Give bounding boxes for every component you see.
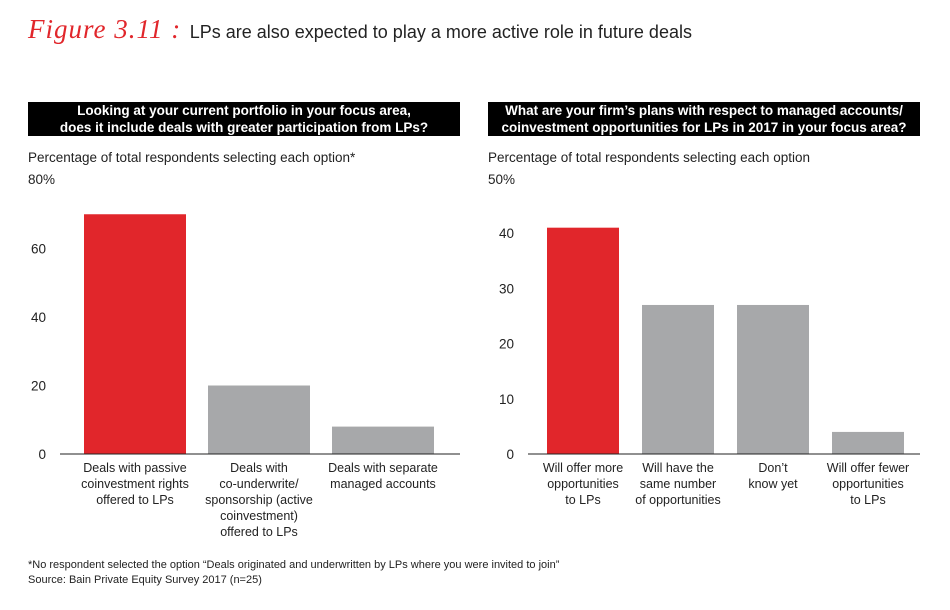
left-chart-bar [208, 385, 310, 454]
left-chart-title-line: Looking at your current portfolio in you… [77, 103, 411, 118]
right-chart-title-line: What are your firm’s plans with respect … [505, 103, 903, 118]
left-chart-panel: Looking at your current portfolio in you… [28, 102, 460, 136]
left-chart-bar [332, 426, 434, 454]
left-chart-y-tick-label: 40 [31, 310, 46, 325]
figure-title: LPs are also expected to play a more act… [189, 22, 692, 42]
right-chart-panel: What are your firm’s plans with respect … [488, 102, 920, 136]
left-chart-category-label: Deals with co-underwrite/sponsorship (act… [205, 461, 313, 539]
left-chart-bar [84, 214, 186, 454]
left-chart-category-label: Deals with passive coinvestment rights off… [81, 461, 189, 507]
left-chart-title-line: does it include deals with greater parti… [59, 120, 429, 135]
left-chart-y-tick-label: 0 [38, 447, 46, 462]
right-chart-category-label: Will offer more opportunities to LPs [543, 461, 623, 507]
right-chart-bar [642, 304, 714, 454]
left-chart-subtitle: Percentage of total respondents selectin… [28, 150, 356, 165]
right-chart-title-line: coinvestment opportunities for LPs in 20… [501, 120, 907, 135]
right-chart-category-label: Don’t know yet [748, 461, 798, 491]
right-chart-category-label: Will have the same number of opportunities [635, 461, 720, 507]
source-note: Source: Bain Private Equity Survey 2017 … [28, 574, 262, 586]
right-chart-subtitle: Percentage of total respondents selectin… [488, 150, 810, 165]
right-chart-y-tick-label: 10 [499, 392, 514, 407]
footnote: *No respondent selected the option “Deal… [28, 559, 560, 571]
right-chart-y-tick-label: 40 [499, 226, 514, 241]
right-chart-title: What are your firm’s plans with respect … [488, 102, 920, 136]
right-chart-ymax-label: 50% [488, 172, 516, 187]
right-chart-y-tick-label: 30 [499, 281, 514, 296]
right-chart-y-tick-label: 0 [506, 447, 514, 462]
right-chart-bar [547, 227, 619, 454]
figure-header: Figure 3.11 : LPs are also expected to p… [28, 14, 692, 45]
right-chart-y-tick-label: 20 [499, 337, 514, 352]
left-chart-title: Looking at your current portfolio in you… [28, 102, 460, 136]
right-chart-bar [737, 304, 809, 454]
footer: *No respondent selected the option “Deal… [28, 558, 559, 588]
left-chart-y-tick-label: 20 [31, 379, 46, 394]
left-chart-ymax-label: 80% [28, 172, 56, 187]
right-chart-category-label: Will offer fewer opportunities to LPs [827, 461, 909, 507]
figure-label: Figure 3.11 : [28, 14, 182, 44]
left-chart-y-tick-label: 60 [31, 242, 46, 257]
right-chart-bar [832, 431, 904, 454]
left-chart-category-label: Deals with separate managed accounts [328, 461, 438, 491]
